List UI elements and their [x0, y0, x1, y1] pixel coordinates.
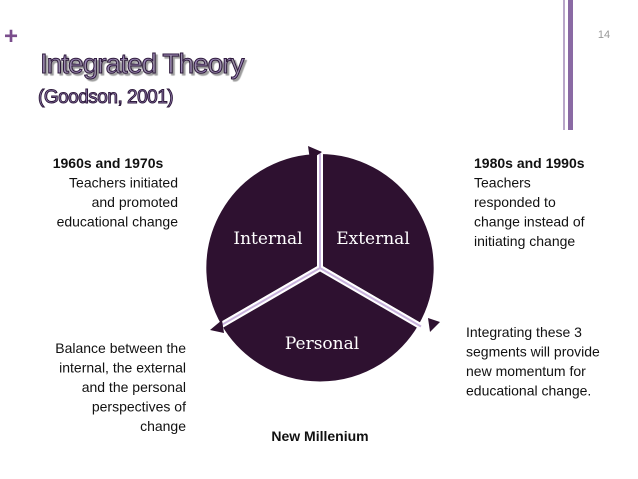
- note-line: 1980s and 1990s: [474, 155, 585, 171]
- cycle-diagram: Internal External Personal: [200, 146, 440, 388]
- slide-number: 14: [598, 29, 610, 41]
- note-line: internal, the external: [59, 360, 186, 376]
- note-line: responded to: [474, 194, 556, 210]
- divider: [319, 267, 422, 328]
- note-line: Teachers: [474, 175, 531, 191]
- note-line: initiating change: [474, 233, 575, 249]
- note-line: segments will provide: [466, 344, 600, 360]
- segment-label: Internal: [233, 229, 302, 249]
- arrow-head: [210, 320, 224, 333]
- note-line: educational change.: [466, 383, 591, 399]
- side-bar: [563, 0, 565, 130]
- note-line: and the personal: [82, 379, 186, 395]
- note-line: change: [140, 418, 186, 434]
- title: Integrated Theory: [40, 48, 245, 79]
- segment-label: External: [336, 229, 410, 249]
- note-line: new momentum for: [466, 363, 586, 379]
- segment: [214, 264, 426, 388]
- note-line: Balance between the: [55, 340, 186, 356]
- note-line: perspectives of: [92, 399, 186, 415]
- subtitle: (Goodson, 2001): [38, 87, 173, 108]
- segment-label: Personal: [285, 334, 359, 354]
- note-line: change instead of: [474, 214, 585, 230]
- note-label: New Millenium: [271, 428, 368, 444]
- marker: +: [4, 23, 18, 50]
- arrow-head: [428, 318, 440, 332]
- note-line: educational change: [57, 214, 179, 230]
- note-line: 1960s and 1970s: [53, 155, 164, 171]
- notes: 1960s and 1970s Teachers initiated and pro…: [53, 155, 600, 434]
- note-line: Integrating these 3: [466, 324, 582, 340]
- note-line: Teachers initiated: [69, 175, 178, 191]
- arrow-head: [308, 146, 322, 160]
- note-line: and promoted: [92, 194, 178, 210]
- side-bar: [568, 0, 573, 130]
- divider: [218, 267, 321, 328]
